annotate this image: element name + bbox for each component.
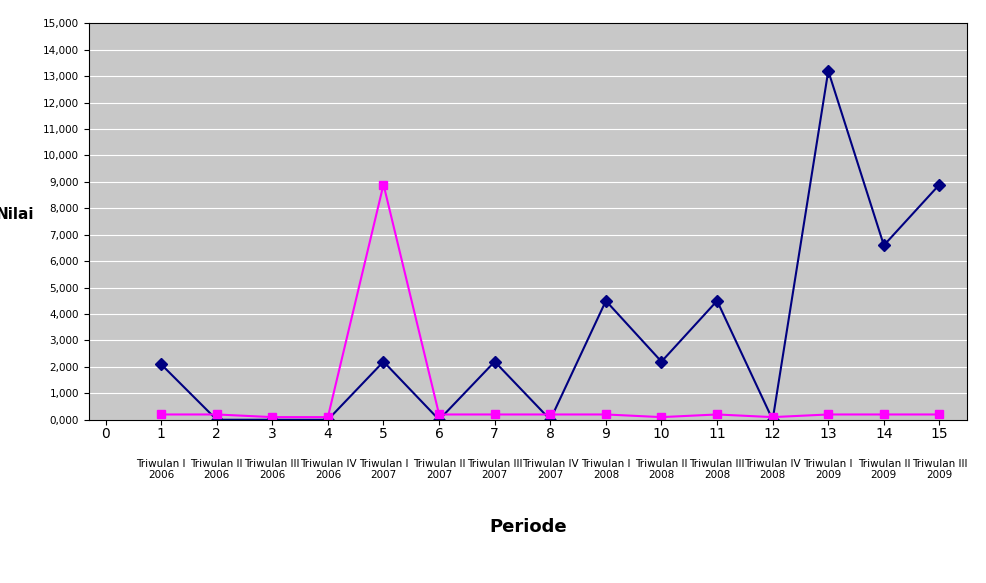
Text: Triwulan III
2007: Triwulan III 2007 [466, 459, 522, 480]
TROIR [488, 358, 500, 365]
Severity Rate [821, 411, 833, 418]
Text: Triwulan II
2009: Triwulan II 2009 [857, 459, 909, 480]
Severity Rate [933, 411, 945, 418]
Severity Rate [544, 411, 556, 418]
TROIR [544, 416, 556, 423]
X-axis label: Periode: Periode [489, 518, 566, 536]
Text: Triwulan IV
2008: Triwulan IV 2008 [743, 459, 801, 480]
Text: Triwulan II
2007: Triwulan II 2007 [412, 459, 464, 480]
Severity Rate [599, 411, 611, 418]
Severity Rate [711, 411, 723, 418]
TROIR [766, 416, 778, 423]
Severity Rate [766, 413, 778, 420]
TROIR [599, 297, 611, 304]
Text: Triwulan IV
2006: Triwulan IV 2006 [300, 459, 356, 480]
Text: Triwulan I
2008: Triwulan I 2008 [581, 459, 630, 480]
Text: Triwulan I
2009: Triwulan I 2009 [803, 459, 852, 480]
Severity Rate [488, 411, 500, 418]
Severity Rate [878, 411, 889, 418]
TROIR [933, 181, 945, 188]
TROIR [821, 68, 833, 75]
Line: TROIR: TROIR [157, 66, 943, 424]
TROIR [655, 358, 667, 365]
Severity Rate [211, 411, 223, 418]
Text: Triwulan I
2007: Triwulan I 2007 [358, 459, 408, 480]
TROIR [211, 416, 223, 423]
Y-axis label: Nilai: Nilai [0, 206, 35, 222]
TROIR [378, 358, 389, 365]
TROIR [711, 297, 723, 304]
Text: Triwulan II
2006: Triwulan II 2006 [190, 459, 243, 480]
Text: Triwulan III
2009: Triwulan III 2009 [911, 459, 966, 480]
Severity Rate [155, 411, 167, 418]
Severity Rate [266, 413, 278, 420]
Text: Triwulan IV
2007: Triwulan IV 2007 [522, 459, 578, 480]
TROIR [266, 416, 278, 423]
TROIR [321, 416, 333, 423]
TROIR [433, 416, 445, 423]
TROIR [155, 361, 167, 368]
Severity Rate [321, 413, 333, 420]
TROIR [878, 242, 889, 249]
Severity Rate [378, 181, 389, 188]
Severity Rate [655, 413, 667, 420]
Text: Triwulan II
2008: Triwulan II 2008 [635, 459, 687, 480]
Text: Triwulan III
2008: Triwulan III 2008 [688, 459, 744, 480]
Text: Triwulan I
2006: Triwulan I 2006 [136, 459, 185, 480]
Text: Triwulan III
2006: Triwulan III 2006 [245, 459, 300, 480]
Severity Rate [433, 411, 445, 418]
Line: Severity Rate: Severity Rate [157, 180, 943, 422]
